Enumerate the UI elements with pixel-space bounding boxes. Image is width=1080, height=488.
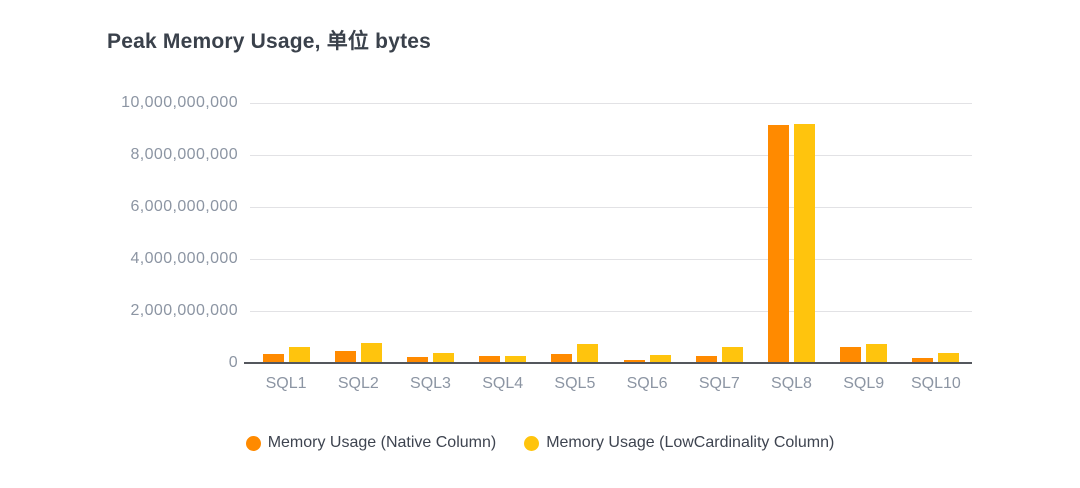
- bar-lowcardinality-sql5[interactable]: [577, 343, 599, 362]
- x-axis-label: SQL3: [410, 375, 451, 392]
- bar-native-sql9[interactable]: [840, 346, 862, 362]
- gridline: [250, 207, 972, 208]
- legend-swatch-lowcardinality-icon: [524, 435, 540, 451]
- legend-label-native: Memory Usage (Native Column): [267, 434, 497, 451]
- legend-item-lowcardinality[interactable]: Memory Usage (LowCardinality Column): [524, 433, 834, 453]
- bar-native-sql7[interactable]: [695, 356, 717, 362]
- x-axis-label: SQL2: [337, 375, 379, 392]
- gridline: [250, 155, 972, 156]
- x-axis-label: SQL4: [482, 375, 524, 392]
- legend-item-native[interactable]: Memory Usage (Native Column): [245, 433, 497, 453]
- bar-native-sql3[interactable]: [407, 357, 428, 362]
- y-axis-tick-label: 6,000,000,000: [130, 198, 238, 215]
- bar-native-sql1[interactable]: [262, 353, 284, 362]
- x-axis-label: SQL10: [910, 375, 961, 392]
- gridline: [250, 259, 972, 260]
- bar-native-sql2[interactable]: [334, 351, 356, 362]
- y-axis-tick-label: 0: [228, 354, 238, 371]
- bar-lowcardinality-sql10[interactable]: [938, 352, 960, 362]
- bar-native-sql4[interactable]: [479, 356, 501, 362]
- bar-native-sql10[interactable]: [912, 357, 934, 362]
- x-axis-label: SQL6: [626, 375, 668, 392]
- bar-lowcardinality-sql6[interactable]: [649, 355, 671, 362]
- y-axis-tick-label: 8,000,000,000: [130, 146, 238, 163]
- y-axis-tick-label: 2,000,000,000: [130, 302, 238, 319]
- legend-label-lowcardinality: Memory Usage (LowCardinality Column): [546, 434, 835, 451]
- x-axis-label: SQL9: [843, 375, 885, 392]
- bar-lowcardinality-sql4[interactable]: [505, 355, 527, 362]
- bar-lowcardinality-sql3[interactable]: [433, 352, 454, 362]
- x-axis-label: SQL8: [771, 375, 812, 392]
- bar-native-sql6[interactable]: [623, 359, 645, 362]
- bar-native-sql8[interactable]: [768, 125, 789, 362]
- gridline: [250, 103, 972, 104]
- bar-lowcardinality-sql7[interactable]: [721, 346, 743, 362]
- bar-lowcardinality-sql8[interactable]: [794, 124, 815, 362]
- y-axis-tick-label: 4,000,000,000: [130, 250, 238, 267]
- x-axis-label: SQL7: [698, 375, 740, 392]
- bar-lowcardinality-sql9[interactable]: [866, 343, 888, 362]
- x-axis-line: [244, 362, 972, 364]
- y-axis-tick-label: 10,000,000,000: [121, 94, 238, 111]
- gridline: [250, 311, 972, 312]
- bar-lowcardinality-sql2[interactable]: [360, 342, 382, 362]
- plot-area: [244, 103, 972, 364]
- legend-swatch-native-icon: [245, 435, 261, 451]
- x-axis-label: SQL1: [265, 375, 307, 392]
- chart-title: Peak Memory Usage, 单位 bytes: [107, 30, 432, 53]
- x-axis-label: SQL5: [554, 375, 596, 392]
- bar-native-sql5[interactable]: [551, 353, 573, 362]
- legend: Memory Usage (Native Column) Memory Usage…: [0, 433, 1080, 453]
- bar-lowcardinality-sql1[interactable]: [288, 346, 310, 362]
